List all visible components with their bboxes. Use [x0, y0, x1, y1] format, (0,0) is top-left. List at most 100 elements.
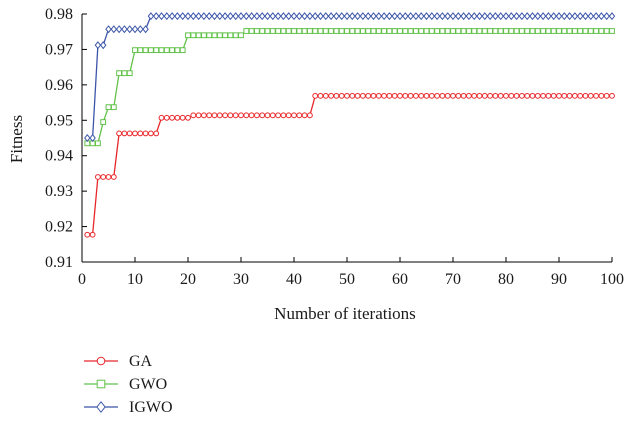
data-point-ga: [487, 92, 494, 99]
data-point-gwo: [381, 28, 388, 34]
data-point-ga: [609, 92, 615, 99]
data-point-gwo: [603, 28, 610, 34]
data-point-gwo: [275, 28, 282, 34]
data-point-gwo: [609, 28, 615, 34]
data-point-igwo: [174, 12, 181, 21]
data-point-gwo: [503, 28, 509, 34]
data-point-gwo: [285, 28, 292, 34]
data-point-gwo: [232, 32, 239, 39]
data-point-ga: [444, 92, 451, 99]
data-point-igwo: [608, 12, 616, 21]
y-tick-label: 0.95: [45, 112, 73, 129]
data-point-igwo: [380, 12, 388, 21]
data-point-igwo: [465, 12, 473, 21]
data-point-gwo: [296, 28, 303, 34]
data-point-ga: [344, 92, 350, 99]
data-point-igwo: [529, 12, 536, 21]
data-point-gwo: [328, 28, 335, 34]
y-tick-label: 0.91: [45, 254, 73, 271]
data-point-ga: [413, 92, 419, 99]
data-point-ga: [418, 92, 425, 99]
data-point-igwo: [333, 12, 340, 21]
data-point-igwo: [168, 12, 176, 21]
data-point-igwo: [343, 12, 351, 21]
data-point-ga: [254, 112, 260, 119]
data-point-igwo: [243, 12, 250, 21]
data-point-gwo: [423, 28, 430, 34]
data-point-igwo: [232, 12, 239, 21]
data-point-igwo: [264, 12, 271, 21]
data-point-gwo: [455, 28, 462, 34]
data-point-igwo: [412, 12, 420, 21]
data-point-igwo: [317, 12, 324, 21]
data-point-igwo: [338, 12, 345, 21]
data-point-igwo: [545, 12, 552, 21]
data-point-igwo: [555, 12, 563, 21]
data-point-gwo: [582, 28, 589, 34]
data-point-ga: [222, 112, 229, 119]
data-point-ga: [375, 92, 382, 99]
data-point-gwo: [460, 28, 467, 34]
data-point-ga: [349, 92, 356, 99]
data-point-ga: [95, 174, 101, 180]
legend-item-ga: GA: [84, 353, 153, 370]
data-point-ga: [206, 112, 213, 119]
data-point-gwo: [386, 28, 393, 34]
legend-marker: [96, 401, 106, 413]
data-point-gwo: [195, 32, 202, 39]
legend-marker: [96, 356, 106, 366]
data-point-igwo: [576, 12, 584, 21]
data-point-igwo: [523, 12, 531, 21]
data-point-gwo: [540, 28, 547, 34]
data-point-ga: [158, 114, 165, 121]
data-point-igwo: [476, 12, 483, 21]
data-point-gwo: [254, 28, 260, 34]
data-point-gwo: [487, 28, 494, 34]
data-point-ga: [195, 112, 202, 119]
data-point-igwo: [322, 12, 330, 21]
data-point-ga: [84, 231, 91, 238]
data-point-igwo: [285, 12, 292, 21]
data-point-gwo: [572, 28, 578, 34]
data-point-igwo: [375, 12, 383, 21]
data-point-ga: [211, 112, 218, 119]
data-point-igwo: [195, 12, 202, 21]
data-point-gwo: [397, 28, 403, 34]
data-point-ga: [269, 112, 276, 119]
x-tick-label: 70: [445, 271, 461, 288]
data-point-ga: [116, 130, 122, 137]
data-point-igwo: [370, 12, 377, 21]
data-point-igwo: [386, 12, 393, 21]
x-tick-label: 100: [600, 271, 624, 288]
data-point-ga: [450, 92, 456, 99]
data-point-ga: [545, 92, 552, 99]
data-point-ga: [264, 112, 271, 119]
data-point-gwo: [413, 28, 419, 34]
data-point-igwo: [481, 12, 489, 21]
data-point-igwo: [423, 12, 430, 21]
data-point-gwo: [190, 32, 197, 39]
data-point-igwo: [391, 12, 398, 21]
data-point-ga: [556, 92, 562, 99]
data-point-gwo: [227, 32, 234, 39]
data-point-gwo: [174, 47, 181, 54]
data-point-igwo: [115, 25, 123, 34]
data-point-gwo: [354, 28, 361, 34]
data-point-ga: [110, 174, 117, 180]
data-point-ga: [540, 92, 546, 99]
x-axis-title: Number of iterations: [274, 304, 416, 323]
data-point-ga: [360, 92, 366, 99]
data-point-igwo: [301, 12, 308, 21]
legend-label: IGWO: [129, 399, 173, 416]
data-point-igwo: [402, 12, 409, 21]
data-point-ga: [301, 112, 308, 119]
data-point-gwo: [529, 28, 536, 34]
data-point-igwo: [280, 12, 287, 21]
data-point-ga: [317, 92, 324, 99]
data-point-gwo: [269, 28, 276, 34]
data-point-gwo: [524, 28, 531, 34]
data-point-igwo: [179, 12, 186, 21]
data-point-ga: [185, 114, 191, 121]
data-point-igwo: [258, 12, 266, 21]
data-point-ga: [238, 112, 244, 119]
